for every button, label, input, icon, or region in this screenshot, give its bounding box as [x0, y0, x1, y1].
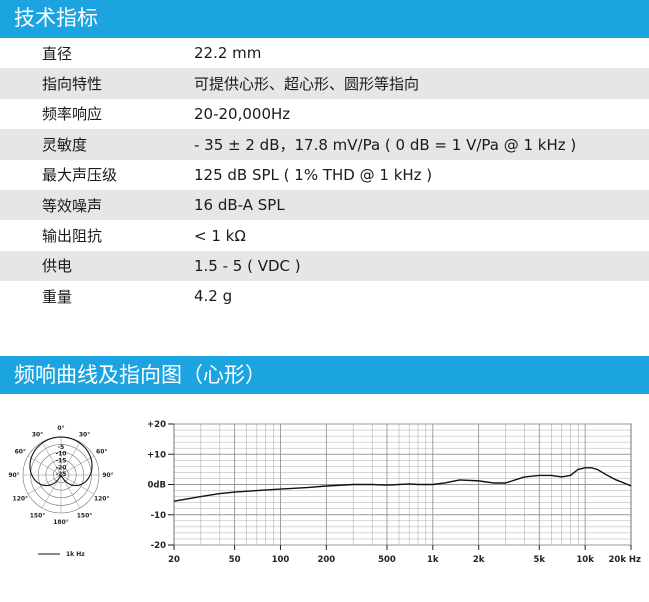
spec-row: 直径 22.2 mm	[0, 38, 649, 68]
chart-y-tick-label: 0dB	[148, 481, 166, 491]
polar-angle-label: 90°	[8, 472, 19, 479]
section-title-charts: 频响曲线及指向图（心形）	[14, 363, 266, 387]
chart-x-tick-label: 100	[272, 555, 290, 565]
polar-spoke	[60, 474, 95, 495]
polar-pattern-diagram: 0° 30° 30° 60° 60° 90° 90° 120° 120° 150° 150° 180°…	[8, 425, 113, 558]
spec-row: 指向特性 可提供心形、超心形、圆形等指向	[0, 68, 649, 99]
polar-angle-label: 150°	[30, 513, 46, 520]
polar-ring-label: -5	[58, 444, 65, 451]
chart-x-tick-label: 200	[317, 555, 335, 565]
polar-angle-label: 120°	[13, 496, 29, 503]
spec-label: 指向特性	[42, 75, 103, 94]
chart-x-tick-label: 50	[229, 555, 241, 565]
spec-value: - 35 ± 2 dB，17.8 mV/Pa ( 0 dB = 1 V/Pa @…	[194, 135, 577, 154]
spec-value: 20-20,000Hz	[194, 104, 291, 123]
polar-angle-label: 60°	[96, 449, 107, 456]
polar-angle-label: 0°	[57, 425, 64, 432]
polar-angle-label: 180°	[53, 519, 69, 526]
spec-value: 可提供心形、超心形、圆形等指向	[194, 75, 420, 94]
chart-x-tick-label: 1k	[427, 555, 439, 565]
spec-row: 最大声压级 125 dB SPL ( 1% THD @ 1 kHz )	[0, 160, 649, 190]
spec-row: 等效噪声 16 dB-A SPL	[0, 189, 649, 221]
spec-row: 频率响应 20-20,000Hz	[0, 99, 649, 129]
spec-label: 频率响应	[42, 105, 103, 124]
chart-x-tick-label: 10k	[576, 555, 594, 565]
polar-ring-label: -20	[56, 464, 67, 471]
spec-value: 125 dB SPL ( 1% THD @ 1 kHz )	[194, 165, 433, 184]
spec-value: 16 dB-A SPL	[194, 196, 285, 215]
spec-row: 重量 4.2 g	[0, 281, 649, 311]
polar-spoke	[27, 455, 62, 476]
spec-row: 供电 1.5 - 5 ( VDC )	[0, 250, 649, 282]
spec-value: < 1 kΩ	[194, 226, 246, 245]
chart-x-tick-label: 2k	[473, 555, 485, 565]
spec-value: 22.2 mm	[194, 44, 262, 63]
spec-label: 等效噪声	[42, 196, 103, 215]
spec-table: 直径 22.2 mm 指向特性 可提供心形、超心形、圆形等指向频率响应 20-20,00…	[0, 38, 649, 312]
spec-label: 灵敏度	[42, 135, 88, 154]
polar-legend-label: 1k Hz	[66, 551, 85, 558]
polar-angle-label: 60°	[15, 449, 26, 456]
chart-y-tick-label: -20	[151, 541, 166, 551]
chart-series-line	[173, 467, 632, 502]
spec-label: 输出阻抗	[42, 227, 103, 246]
polar-angle-label: 30°	[32, 431, 43, 438]
chart-y-tick-label: +10	[147, 450, 166, 460]
chart-x-tick-label: 500	[378, 555, 396, 565]
polar-angle-label: 150°	[77, 513, 93, 520]
spec-value: 1.5 - 5 ( VDC )	[194, 256, 301, 275]
polar-angle-label: 90°	[102, 472, 113, 479]
chart-y-tick-label: +20	[147, 420, 166, 430]
polar-angle-label: 120°	[94, 496, 110, 503]
polar-curve	[29, 436, 93, 487]
polar-spoke	[41, 441, 62, 476]
section-header-specs: 技术指标	[0, 0, 649, 38]
spec-value: 4.2 g	[194, 287, 233, 306]
polar-angle-label: 30°	[79, 431, 90, 438]
spec-row: 输出阻抗 < 1 kΩ	[0, 220, 649, 250]
polar-spoke	[60, 441, 81, 476]
polar-spoke	[27, 474, 62, 495]
polar-spoke	[60, 455, 95, 476]
spec-label: 最大声压级	[42, 166, 118, 185]
polar-ring-label: -10	[56, 451, 67, 458]
chart-x-tick-label: 20	[168, 555, 180, 565]
chart-y-tick-label: -10	[151, 511, 166, 521]
section-header-charts: 频响曲线及指向图（心形）	[0, 356, 649, 394]
polar-ring-label: -25	[56, 471, 67, 478]
chart-x-tick-label: 20k Hz	[608, 555, 641, 565]
spec-label: 直径	[42, 44, 73, 63]
spec-label: 重量	[42, 287, 73, 306]
polar-ring-label: -15	[56, 458, 67, 465]
spec-label: 供电	[42, 257, 73, 276]
section-title-specs: 技术指标	[14, 6, 98, 30]
chart-x-tick-label: 5k	[533, 555, 545, 565]
spec-row: 灵敏度 - 35 ± 2 dB，17.8 mV/Pa ( 0 dB = 1 V/P…	[0, 129, 649, 160]
